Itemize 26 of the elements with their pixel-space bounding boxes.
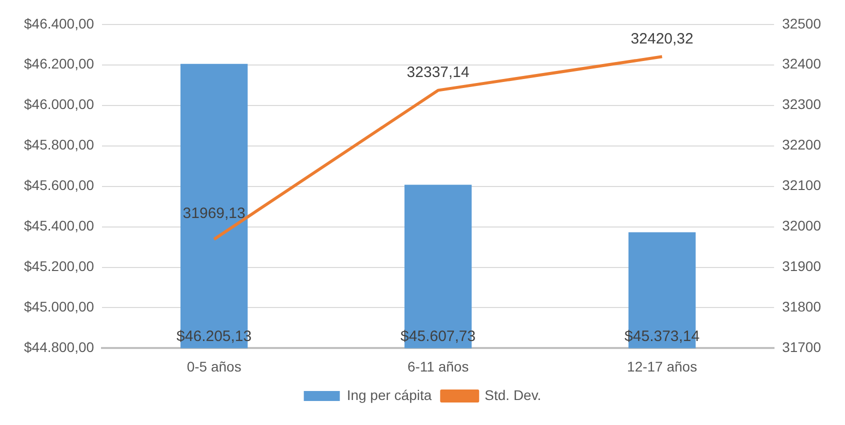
y2-tick-label: 32400 [782, 56, 822, 72]
x-tick-label: 12-17 años [627, 358, 698, 374]
y-tick-label: $45.600,00 [24, 177, 94, 194]
y2-tick-label: 31800 [782, 298, 822, 315]
y-tick-label: $45.400,00 [24, 218, 94, 234]
legend-label: Std. Dev. [484, 386, 542, 403]
y-tick-label: $45.200,00 [24, 258, 94, 274]
y-tick-label: $45.000,00 [24, 298, 94, 315]
y-tick-label: $46.200,00 [24, 56, 94, 72]
x-tick-label: 6-11 años [407, 358, 469, 374]
data-label: 32420,32 [630, 30, 694, 48]
y-tick-label: $46.000,00 [24, 96, 94, 112]
data-label: 31969,13 [182, 204, 246, 222]
x-tick-label: 0-5 años [186, 358, 242, 374]
y-tick-label: $46.400,00 [24, 15, 94, 32]
data-label: 32337,14 [406, 64, 470, 81]
y2-tick-label: 32000 [782, 218, 822, 234]
y2-tick-label: 32500 [782, 15, 822, 32]
y2-tick-label: 31700 [782, 339, 822, 356]
y2-tick-label: 32200 [782, 136, 822, 153]
y2-tick-label: 32300 [782, 96, 822, 112]
y2-tick-label: 31900 [782, 258, 822, 274]
y-tick-label: $45.800,00 [24, 136, 94, 153]
y-tick-label: $44.800,00 [24, 339, 94, 356]
y2-tick-label: 32100 [782, 177, 822, 194]
legend-label: Ing per cápita [346, 386, 432, 403]
